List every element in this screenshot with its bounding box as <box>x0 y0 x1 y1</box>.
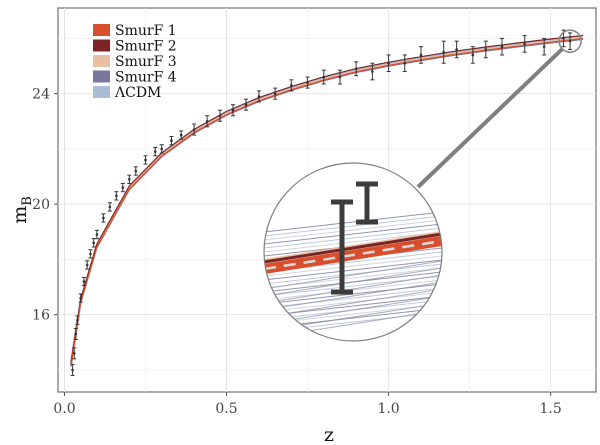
legend-label: SmurF 3 <box>115 54 177 70</box>
data-point <box>70 363 75 376</box>
data-point <box>114 191 119 201</box>
data-points <box>70 29 573 376</box>
legend-label: SmurF 4 <box>115 70 177 86</box>
data-point <box>120 182 125 193</box>
data-point <box>243 98 248 111</box>
data-point <box>73 327 78 341</box>
data-point <box>441 40 446 64</box>
data-point <box>500 37 505 56</box>
data-point <box>218 109 223 122</box>
zoom-target-circle <box>558 29 582 53</box>
x-tick-label: 0.0 <box>53 401 75 417</box>
data-point <box>305 76 310 89</box>
y-axis-title-main: m <box>9 206 31 224</box>
data-point <box>386 54 391 73</box>
y-axis-title-subscript: B <box>20 196 35 206</box>
data-point <box>256 90 261 103</box>
data-point <box>273 87 278 100</box>
x-tick-label: 1.0 <box>377 401 399 417</box>
legend-item: ΛCDM <box>93 85 161 101</box>
legend-item: SmurF 3 <box>93 54 177 70</box>
data-point <box>418 46 423 64</box>
data-point <box>75 315 80 325</box>
y-tick-label: 20 <box>32 197 50 213</box>
x-axis-title: z <box>324 424 334 445</box>
legend-swatch <box>93 86 110 98</box>
legend-swatch <box>93 24 110 36</box>
data-point <box>78 293 83 303</box>
tick-labels: 0.0 0.5 1.0 1.5 16 20 24 <box>32 87 562 417</box>
data-point <box>192 123 197 136</box>
x-tick-label: 0.5 <box>215 401 237 417</box>
data-point <box>127 174 132 184</box>
data-point <box>179 130 184 140</box>
data-point <box>169 135 174 146</box>
legend-label: ΛCDM <box>114 85 161 101</box>
y-axis-title: mB <box>9 196 35 224</box>
data-point <box>522 35 527 53</box>
data-point <box>81 276 86 287</box>
data-point <box>72 347 77 360</box>
data-point <box>133 166 138 176</box>
data-point <box>321 69 326 85</box>
legend-item: SmurF 1 <box>93 23 177 39</box>
y-tick-label: 16 <box>32 308 50 324</box>
zoom-inset <box>263 29 582 342</box>
data-point <box>542 37 547 56</box>
x-tick-label: 1.5 <box>539 401 561 417</box>
data-point <box>107 202 112 212</box>
data-point <box>94 229 99 240</box>
data-point <box>568 32 573 50</box>
data-point <box>454 40 459 59</box>
data-point <box>231 104 236 117</box>
data-point <box>470 46 475 64</box>
data-point <box>159 144 164 154</box>
legend-swatch <box>93 55 110 67</box>
legend-swatch <box>93 70 110 83</box>
legend-label: SmurF 1 <box>115 23 177 39</box>
y-tick-label: 24 <box>32 87 50 103</box>
data-point <box>402 54 407 73</box>
data-point <box>88 249 93 259</box>
data-point <box>289 79 294 92</box>
data-point <box>205 115 210 128</box>
data-point <box>354 61 359 77</box>
zoom-inset-content <box>264 181 442 339</box>
data-point <box>85 260 90 270</box>
legend-swatch <box>93 39 110 52</box>
zoom-connector <box>416 47 564 189</box>
legend-item: SmurF 2 <box>93 39 177 55</box>
data-point <box>370 62 375 81</box>
zoom-inset-border <box>263 162 443 342</box>
legend-label: SmurF 2 <box>115 39 177 55</box>
data-point <box>153 147 158 157</box>
data-point <box>483 40 488 59</box>
data-point <box>143 155 148 165</box>
legend-item: SmurF 4 <box>93 70 177 86</box>
data-point <box>337 69 342 85</box>
data-point <box>101 213 106 223</box>
